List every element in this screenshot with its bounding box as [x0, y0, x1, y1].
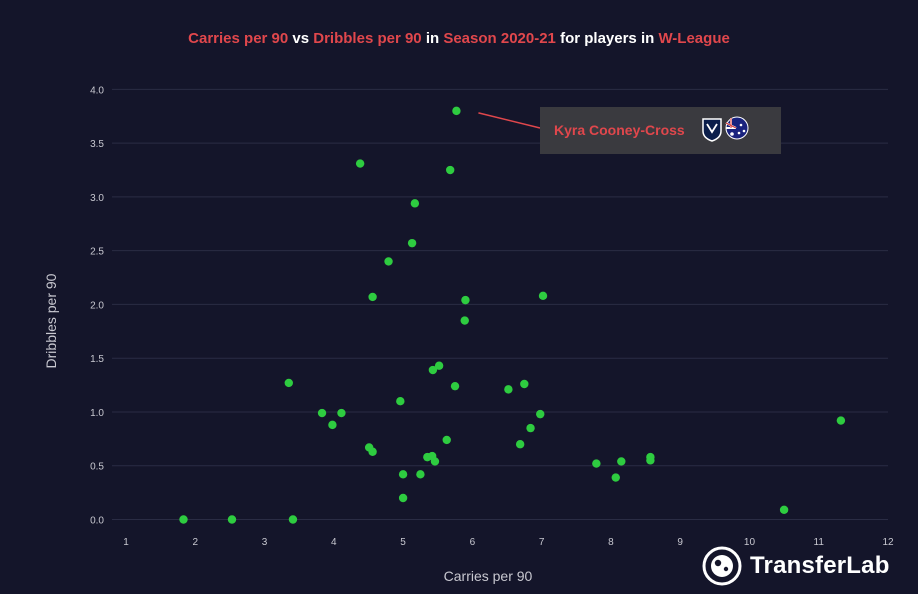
- y-axis-label: Dribbles per 90: [43, 273, 59, 368]
- football-logo-icon: [702, 546, 742, 586]
- data-point: [328, 420, 337, 430]
- highlighted-data-point: [452, 106, 461, 116]
- data-point: [592, 459, 601, 468]
- data-point: [611, 473, 620, 482]
- data-point: [227, 515, 237, 524]
- title-part: Season 2020-21: [443, 30, 556, 47]
- data-point: [396, 397, 405, 406]
- data-point: [368, 292, 377, 302]
- data-point: [646, 456, 655, 465]
- data-point: [504, 385, 513, 394]
- data-point: [450, 381, 460, 391]
- data-point: [445, 165, 455, 175]
- x-tick-label: 3: [262, 537, 268, 548]
- x-tick-label: 6: [470, 537, 476, 548]
- player-annotation: Kyra Cooney-Cross: [540, 107, 781, 154]
- data-point: [526, 423, 535, 433]
- x-tick-label: 11: [814, 537, 825, 548]
- club-crest-icon: [702, 118, 722, 142]
- y-tick-labels: 0.0 0.5 1.0 1.5 2.0 2.5 3.0 3.5 4.0: [90, 85, 104, 526]
- brand-logo: TransferLab: [702, 546, 890, 586]
- y-tick-label: 0.5: [90, 462, 104, 473]
- data-point: [779, 505, 789, 515]
- y-tick-label: 0.0: [90, 515, 104, 526]
- data-point: [368, 447, 377, 456]
- y-tick-label: 1.0: [90, 408, 104, 419]
- x-tick-label: 2: [192, 537, 198, 548]
- data-point: [434, 361, 444, 370]
- data-point: [461, 295, 470, 305]
- data-point: [384, 257, 393, 266]
- x-tick-label: 10: [744, 537, 756, 548]
- title-part: Dribbles per 90: [313, 30, 422, 47]
- data-point: [398, 470, 408, 479]
- data-point: [617, 457, 626, 466]
- x-tick-label: 8: [608, 537, 614, 548]
- australia-flag-icon: [725, 116, 749, 140]
- x-tick-label: 7: [539, 537, 545, 548]
- brand-logo-text: TransferLab: [750, 552, 890, 579]
- annotation-label: Kyra Cooney-Cross: [554, 122, 685, 138]
- data-point: [430, 457, 440, 466]
- data-point: [179, 515, 188, 524]
- x-tick-label: 1: [123, 537, 129, 548]
- x-axis-label: Carries per 90: [444, 568, 533, 584]
- data-point: [538, 291, 548, 301]
- y-tick-label: 1.5: [90, 354, 104, 365]
- title-part: W-League: [658, 30, 730, 47]
- title-part: Carries per 90: [188, 30, 289, 47]
- data-point: [410, 199, 420, 208]
- grid-lines: [112, 88, 888, 520]
- x-tick-labels: 1 2 3 4 5 6 7 8 9 10 11 12: [123, 537, 894, 548]
- data-point: [460, 316, 469, 325]
- data-point: [407, 238, 417, 248]
- x-tick-label: 9: [677, 537, 683, 548]
- data-point: [355, 159, 365, 168]
- data-point: [428, 365, 438, 375]
- y-tick-label: 3.0: [90, 193, 104, 204]
- annotation-line: [478, 112, 541, 129]
- chart-title: Carries per 90 vs Dribbles per 90 in Sea…: [0, 30, 918, 47]
- data-point: [398, 493, 408, 503]
- data-points: [179, 106, 846, 524]
- data-point: [836, 416, 846, 425]
- data-point: [536, 409, 545, 419]
- data-point: [520, 379, 529, 389]
- annotation-connector: [478, 112, 541, 129]
- data-point: [317, 408, 327, 418]
- x-tick-label: 4: [331, 537, 337, 548]
- title-part: in: [421, 30, 444, 47]
- y-tick-label: 2.0: [90, 300, 104, 311]
- data-point: [337, 408, 346, 418]
- data-point: [416, 470, 425, 479]
- data-point: [515, 440, 525, 449]
- title-part: for players in: [555, 30, 659, 47]
- y-tick-label: 2.5: [90, 247, 104, 258]
- y-tick-label: 3.5: [90, 139, 104, 150]
- x-tick-label: 5: [400, 537, 406, 548]
- y-tick-label: 4.0: [90, 85, 104, 96]
- data-point: [288, 515, 298, 524]
- x-tick-label: 12: [882, 537, 894, 548]
- data-point: [284, 378, 293, 388]
- data-point: [442, 435, 451, 445]
- title-part: vs: [288, 30, 314, 47]
